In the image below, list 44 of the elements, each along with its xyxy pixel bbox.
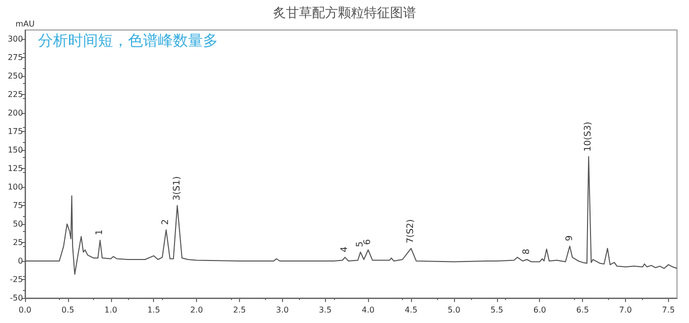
x-tick-label: 5.0 — [448, 306, 460, 314]
x-tick-label: 1.0 — [104, 306, 118, 314]
annotation: 1 — [95, 230, 106, 236]
x-tick-label: 6.0 — [533, 306, 546, 314]
annotation: 8 — [522, 248, 532, 255]
x-tick-label: 4.5 — [404, 306, 418, 314]
y-tick-label: 150 — [8, 145, 23, 154]
annotation: 7(S2) — [406, 219, 416, 244]
annotation: 分析时间短，色谱峰数量多 — [38, 32, 218, 50]
x-tick-label: 2.5 — [233, 306, 246, 314]
x-tick-label: 4.0 — [362, 306, 375, 314]
x-tick-label: 7.0 — [619, 306, 632, 314]
x-tick-label: 0.0 — [18, 306, 32, 314]
y-tick-label: 75 — [12, 200, 23, 210]
y-tick-label: 25 — [12, 238, 23, 247]
x-tick-label: 5.5 — [490, 306, 504, 314]
annotation: 3(S1) — [172, 176, 182, 200]
x-tick-label: 3.0 — [276, 306, 289, 314]
y-tick-label: 125 — [8, 164, 23, 173]
y-tick-label: 175 — [8, 126, 23, 136]
y-tick-label: 50 — [12, 219, 23, 228]
x-tick-label: 7.5 — [662, 306, 675, 314]
chart-title: 炙甘草配方颗粒特征图谱 — [273, 5, 416, 21]
annotation: 2 — [161, 219, 172, 225]
y-tick-label: -25 — [10, 274, 23, 284]
annotation: 4 — [340, 246, 350, 252]
line-series — [24, 156, 678, 275]
annotation: 9 — [564, 235, 575, 242]
x-tick-label: 3.5 — [318, 306, 332, 314]
y-tick-label: 225 — [8, 90, 23, 99]
y-tick-label: -50 — [10, 294, 23, 302]
y-tick-label: 250 — [8, 71, 23, 80]
annotation: 10(S3) — [584, 122, 594, 152]
y-tick-label: 200 — [8, 108, 23, 118]
x-tick-label: 2.0 — [190, 306, 203, 314]
y-tick-label: 100 — [8, 182, 23, 192]
y-tick-label: 300 — [8, 34, 23, 44]
y-tick-label: 0 — [18, 256, 23, 266]
x-tick-label: 1.5 — [147, 306, 160, 314]
annotation: 6 — [363, 238, 374, 245]
y-axis-title: mAU — [15, 20, 35, 28]
x-tick-label: 6.5 — [576, 306, 589, 314]
x-tick-label: 0.5 — [62, 306, 74, 314]
y-tick-label: 275 — [8, 52, 23, 62]
